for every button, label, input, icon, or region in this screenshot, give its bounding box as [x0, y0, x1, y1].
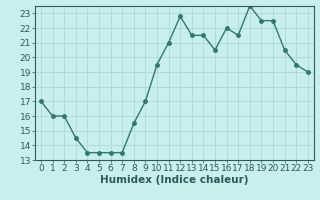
X-axis label: Humidex (Indice chaleur): Humidex (Indice chaleur) — [100, 175, 249, 185]
